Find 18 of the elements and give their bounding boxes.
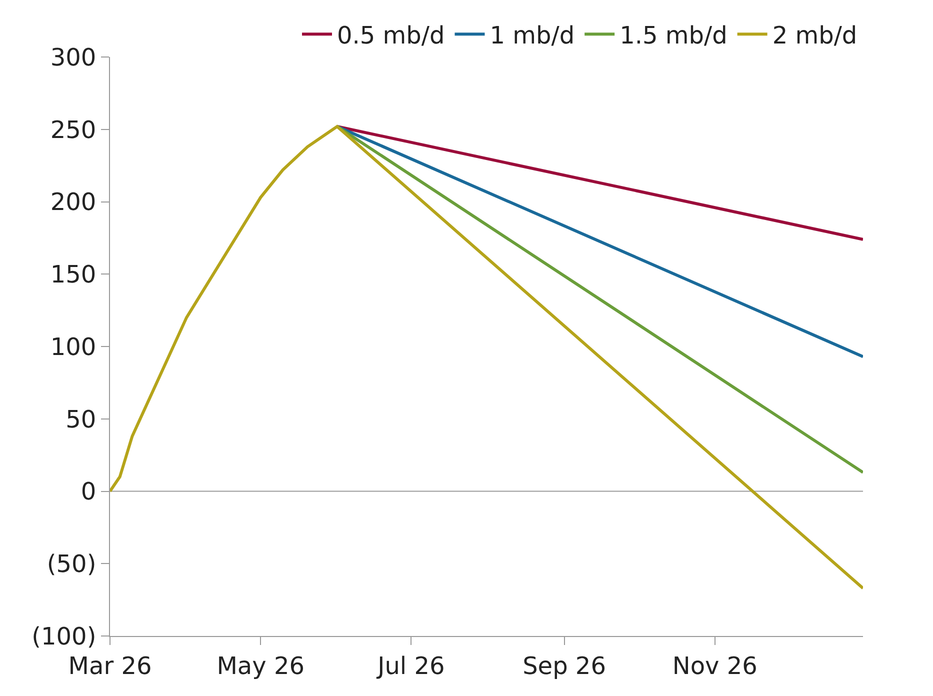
y-tick-label: (100) bbox=[32, 622, 96, 650]
legend-label: 2 mb/d bbox=[772, 21, 858, 50]
y-tick-label: 100 bbox=[50, 332, 96, 361]
x-tick-label: Mar 26 bbox=[68, 652, 152, 680]
y-tick-label: 300 bbox=[50, 43, 96, 72]
legend-label: 0.5 mb/d bbox=[337, 21, 445, 50]
x-tick-label: May 26 bbox=[216, 652, 304, 680]
x-tick-label: Nov 26 bbox=[672, 652, 758, 680]
legend-label: 1.5 mb/d bbox=[620, 21, 728, 50]
y-tick-label: 250 bbox=[50, 116, 96, 144]
y-tick-label: 150 bbox=[50, 260, 96, 289]
y-tick-label: 0 bbox=[80, 478, 96, 506]
legend-label: 1 mb/d bbox=[490, 21, 575, 50]
y-tick-label: 200 bbox=[50, 188, 96, 216]
y-tick-label: 50 bbox=[66, 405, 96, 434]
x-tick-label: Sep 26 bbox=[522, 652, 606, 680]
x-tick-label: Jul 26 bbox=[376, 652, 445, 680]
y-tick-label: (50) bbox=[46, 550, 96, 578]
